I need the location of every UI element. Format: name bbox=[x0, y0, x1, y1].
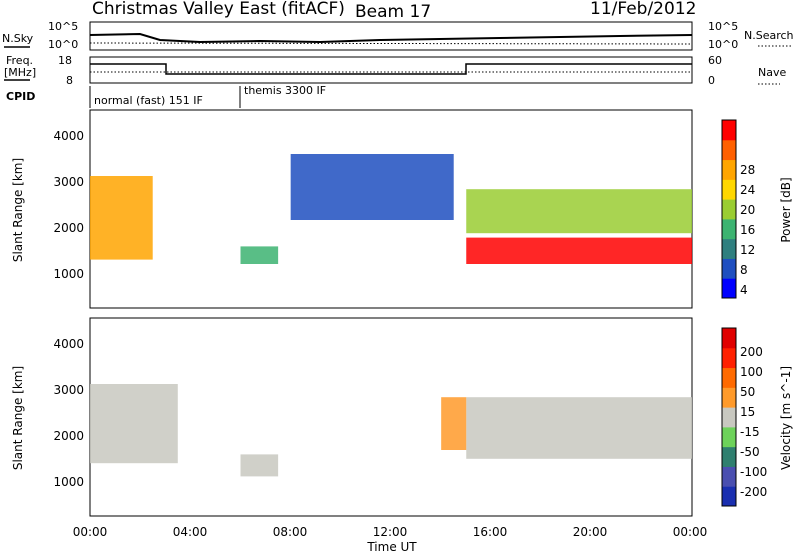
power-cbar-tick-24: 24 bbox=[740, 183, 755, 197]
nave-label: Nave bbox=[758, 66, 786, 79]
colorbar-frame bbox=[721, 327, 737, 507]
heatmap-cell-early-ground-scatter bbox=[90, 384, 178, 464]
vel-cbar-tick-50: 50 bbox=[740, 385, 755, 399]
power-colorbar bbox=[721, 119, 737, 299]
heatmap-cell-positive-velocity-streak bbox=[441, 397, 467, 450]
xtick-2000: 20:00 bbox=[573, 525, 608, 539]
nave-tick-top: 60 bbox=[708, 54, 722, 67]
power-heatmap-marks bbox=[90, 154, 692, 264]
title-beam: Beam 17 bbox=[355, 2, 431, 22]
freq-tick-bottom: 8 bbox=[66, 74, 73, 87]
power-cbar-tick-8: 8 bbox=[740, 263, 748, 277]
power-cbar-tick-12: 12 bbox=[740, 243, 755, 257]
velocity-ytick-1000: 1000 bbox=[53, 475, 84, 489]
power-ylabel: Slant Range [km] bbox=[11, 158, 25, 262]
xtick-0000: 00:00 bbox=[73, 525, 108, 539]
power-cbar-tick-16: 16 bbox=[740, 223, 755, 237]
xtick-0800: 08:00 bbox=[273, 525, 308, 539]
title-date: 11/Feb/2012 bbox=[590, 0, 696, 19]
vel-cbar-tick-100: 100 bbox=[740, 365, 763, 379]
freq-label-1: Freq. bbox=[6, 54, 33, 67]
colorbar-segment bbox=[722, 199, 736, 220]
velocity-colorbar bbox=[721, 327, 737, 507]
colorbar-segment bbox=[722, 238, 736, 259]
power-ytick-4000: 4000 bbox=[53, 129, 84, 143]
nsky-tick-bottom: 10^0 bbox=[48, 38, 78, 51]
vel-cbar-tick-15: 15 bbox=[740, 405, 755, 419]
colorbar-segment bbox=[722, 179, 736, 200]
colorbar-segment bbox=[722, 347, 736, 369]
colorbar-segment bbox=[722, 407, 736, 428]
power-ytick-3000: 3000 bbox=[53, 175, 84, 189]
power-ytick-1000: 1000 bbox=[53, 267, 84, 281]
vel-cbar-tick-minus15: -15 bbox=[740, 425, 760, 439]
power-cbar-tick-4: 4 bbox=[740, 283, 748, 297]
nsearch-label: N.Search bbox=[744, 29, 794, 42]
cpid-mode-1: normal (fast) 151 IF bbox=[94, 94, 203, 107]
power-cbar-tick-20: 20 bbox=[740, 203, 755, 217]
xtick-0400: 04:00 bbox=[173, 525, 208, 539]
colorbar-segment bbox=[722, 278, 736, 299]
colorbar-segment bbox=[722, 218, 736, 240]
nsearch-tick-top: 10^5 bbox=[708, 20, 738, 33]
heatmap-cell-scattered-echoes bbox=[290, 154, 454, 220]
velocity-ytick-4000: 4000 bbox=[53, 337, 84, 351]
nsky-series-line bbox=[89, 32, 693, 44]
velocity-ytick-3000: 3000 bbox=[53, 383, 84, 397]
colorbar-segment bbox=[722, 328, 736, 349]
vel-cbar-tick-minus50: -50 bbox=[740, 445, 760, 459]
xtick-1600: 16:00 bbox=[473, 525, 508, 539]
heatmap-cell-upper-echo-band bbox=[466, 189, 692, 234]
colorbar-segment bbox=[722, 367, 736, 388]
heatmap-cell-ground-scatter-band bbox=[466, 397, 692, 459]
colorbar-frame bbox=[721, 119, 737, 299]
nsky-label: N.Sky bbox=[2, 32, 34, 45]
power-cbar-label: Power [dB] bbox=[779, 177, 793, 242]
velocity-heatmap-marks bbox=[90, 384, 692, 477]
nsearch-tick-bottom: 10^0 bbox=[708, 38, 738, 51]
heatmap-cell-evening-patch bbox=[240, 454, 279, 477]
colorbar-segment bbox=[722, 426, 736, 448]
title-left: Christmas Valley East (fitACF) bbox=[92, 0, 345, 19]
nsearch-series-line bbox=[89, 42, 693, 45]
power-ytick-2000: 2000 bbox=[53, 221, 84, 235]
freq-series-line bbox=[90, 63, 692, 75]
colorbar-segment bbox=[722, 466, 736, 487]
velocity-cbar-label: Velocity [m s^-1] bbox=[779, 366, 793, 470]
heatmap-cell-evening-patch bbox=[240, 246, 279, 264]
heatmap-cell-main-echo-band bbox=[466, 237, 692, 264]
colorbar-segment bbox=[722, 159, 736, 180]
freq-label-2: [MHz] bbox=[4, 66, 36, 79]
xtick-1200: 12:00 bbox=[373, 525, 408, 539]
freq-tick-top: 18 bbox=[58, 54, 72, 67]
cpid-label: CPID bbox=[6, 90, 35, 103]
colorbar-segment bbox=[722, 120, 736, 141]
colorbar-segment bbox=[722, 446, 736, 467]
colorbar-segment bbox=[722, 139, 736, 161]
vel-cbar-tick-200: 200 bbox=[740, 345, 763, 359]
velocity-ylabel: Slant Range [km] bbox=[11, 366, 25, 470]
nsky-tick-top: 10^5 bbox=[48, 20, 78, 33]
velocity-ytick-2000: 2000 bbox=[53, 429, 84, 443]
colorbar-segment bbox=[722, 486, 736, 507]
freq-panel-frame bbox=[89, 56, 693, 84]
nave-tick-bottom: 0 bbox=[708, 74, 715, 87]
power-cbar-tick-28: 28 bbox=[740, 163, 755, 177]
vel-cbar-tick-minus200: -200 bbox=[740, 485, 767, 499]
xaxis-label: Time UT bbox=[366, 540, 417, 554]
vel-cbar-tick-minus100: -100 bbox=[740, 465, 767, 479]
heatmap-cell-early-echo-band bbox=[90, 176, 153, 260]
colorbar-segment bbox=[722, 258, 736, 279]
colorbar-segment bbox=[722, 387, 736, 408]
xtick-2400: 00:00 bbox=[673, 525, 708, 539]
cpid-mode-2: themis 3300 IF bbox=[244, 84, 326, 97]
